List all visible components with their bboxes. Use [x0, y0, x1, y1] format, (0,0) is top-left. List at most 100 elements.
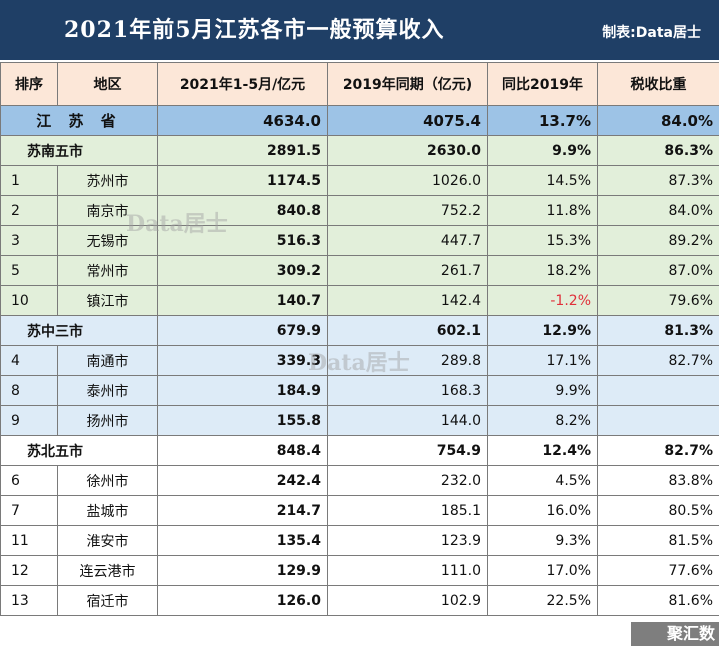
yoy-cell: 11.8%: [487, 195, 598, 226]
value-2021-cell: 184.9: [157, 375, 328, 406]
region-subtotal-row: 苏北五市 848.4 754.9 12.4% 82.7%: [0, 435, 719, 466]
table-row: 6 徐州市 242.4 232.0 4.5% 83.8%: [0, 465, 719, 496]
value-2021-cell: 4634.0: [157, 105, 328, 136]
table-row: 2 南京市 840.8 752.2 11.8% 84.0%: [0, 195, 719, 226]
value-2021-cell: 309.2: [157, 255, 328, 286]
value-2019-cell: 754.9: [327, 435, 488, 466]
table-row: 10 镇江市 140.7 142.4 -1.2% 79.6%: [0, 285, 719, 316]
value-2021-cell: 135.4: [157, 525, 328, 556]
value-2021-cell: 516.3: [157, 225, 328, 256]
tax-share-cell: 83.8%: [597, 465, 719, 496]
yoy-cell: 8.2%: [487, 405, 598, 436]
value-2019-cell: 142.4: [327, 285, 488, 316]
yoy-cell: 18.2%: [487, 255, 598, 286]
value-2021-cell: 1174.5: [157, 165, 328, 196]
table-header-row: 排序 地区 2021年1-5月/亿元 2019年同期（亿元) 同比2019年 税…: [0, 62, 719, 106]
col-header-region: 地区: [57, 62, 158, 106]
table-row: 13 宿迁市 126.0 102.9 22.5% 81.6%: [0, 585, 719, 616]
value-2021-cell: 242.4: [157, 465, 328, 496]
yoy-cell: 12.9%: [487, 315, 598, 346]
corner-watermark: 聚汇数: [631, 622, 719, 646]
value-2019-cell: 447.7: [327, 225, 488, 256]
yoy-cell: 4.5%: [487, 465, 598, 496]
region-name-cell: 苏南五市: [0, 135, 158, 166]
value-2021-cell: 214.7: [157, 495, 328, 526]
title-bar: 2021年前5月江苏各市一般预算收入 制表:Data居士: [0, 0, 719, 60]
region-cell: 盐城市: [57, 495, 158, 526]
region-cell: 南京市: [57, 195, 158, 226]
rank-cell: 2: [0, 195, 58, 226]
value-2019-cell: 111.0: [327, 555, 488, 586]
yoy-cell: 16.0%: [487, 495, 598, 526]
rank-cell: 8: [0, 375, 58, 406]
page-title: 2021年前5月江苏各市一般预算收入: [64, 17, 445, 43]
region-cell: 常州市: [57, 255, 158, 286]
region-cell: 镇江市: [57, 285, 158, 316]
value-2021-cell: 2891.5: [157, 135, 328, 166]
rank-cell: 5: [0, 255, 58, 286]
yoy-cell: 9.9%: [487, 135, 598, 166]
province-total-row: 江 苏 省 4634.0 4075.4 13.7% 84.0%: [0, 105, 719, 136]
region-subtotal-row: 苏南五市 2891.5 2630.0 9.9% 86.3%: [0, 135, 719, 166]
value-2019-cell: 752.2: [327, 195, 488, 226]
value-2019-cell: 289.8: [327, 345, 488, 376]
yoy-cell: 9.3%: [487, 525, 598, 556]
yoy-cell: 17.1%: [487, 345, 598, 376]
table-row: 1 苏州市 1174.5 1026.0 14.5% 87.3%: [0, 165, 719, 196]
value-2019-cell: 185.1: [327, 495, 488, 526]
value-2019-cell: 168.3: [327, 375, 488, 406]
rank-cell: 13: [0, 585, 58, 616]
value-2019-cell: 602.1: [327, 315, 488, 346]
value-2021-cell: 679.9: [157, 315, 328, 346]
yoy-cell: 12.4%: [487, 435, 598, 466]
region-name-cell: 江 苏 省: [0, 105, 158, 136]
tax-share-cell: 81.5%: [597, 525, 719, 556]
rank-cell: 7: [0, 495, 58, 526]
budget-revenue-table: 排序 地区 2021年1-5月/亿元 2019年同期（亿元) 同比2019年 税…: [0, 62, 719, 616]
value-2021-cell: 140.7: [157, 285, 328, 316]
value-2019-cell: 232.0: [327, 465, 488, 496]
region-cell: 淮安市: [57, 525, 158, 556]
col-header-rank: 排序: [0, 62, 58, 106]
tax-share-cell: 80.5%: [597, 495, 719, 526]
region-name-cell: 苏中三市: [0, 315, 158, 346]
tax-share-cell: 79.6%: [597, 285, 719, 316]
table-body: 江 苏 省 4634.0 4075.4 13.7% 84.0% 苏南五市 2891.5 263…: [0, 105, 719, 616]
col-header-2021: 2021年1-5月/亿元: [157, 62, 328, 106]
table-row: 4 南通市 339.3 289.8 17.1% 82.7%: [0, 345, 719, 376]
value-2019-cell: 102.9: [327, 585, 488, 616]
table-row: 8 泰州市 184.9 168.3 9.9%: [0, 375, 719, 406]
tax-share-cell: 87.3%: [597, 165, 719, 196]
tax-share-cell: 87.0%: [597, 255, 719, 286]
tax-share-cell: 82.7%: [597, 435, 719, 466]
yoy-cell: 13.7%: [487, 105, 598, 136]
value-2021-cell: 840.8: [157, 195, 328, 226]
region-cell: 徐州市: [57, 465, 158, 496]
table-row: 5 常州市 309.2 261.7 18.2% 87.0%: [0, 255, 719, 286]
tax-share-cell: 81.6%: [597, 585, 719, 616]
rank-cell: 10: [0, 285, 58, 316]
value-2019-cell: 2630.0: [327, 135, 488, 166]
rank-cell: 3: [0, 225, 58, 256]
maker-credit: 制表:Data居士: [602, 25, 701, 41]
region-cell: 南通市: [57, 345, 158, 376]
table-row: 7 盐城市 214.7 185.1 16.0% 80.5%: [0, 495, 719, 526]
table-row: 12 连云港市 129.9 111.0 17.0% 77.6%: [0, 555, 719, 586]
value-2019-cell: 123.9: [327, 525, 488, 556]
col-header-yoy: 同比2019年: [487, 62, 598, 106]
yoy-cell: 15.3%: [487, 225, 598, 256]
rank-cell: 11: [0, 525, 58, 556]
col-header-tax-share: 税收比重: [597, 62, 719, 106]
tax-share-cell: [597, 375, 719, 406]
yoy-cell: 22.5%: [487, 585, 598, 616]
rank-cell: 1: [0, 165, 58, 196]
table-row: 3 无锡市 516.3 447.7 15.3% 89.2%: [0, 225, 719, 256]
tax-share-cell: 84.0%: [597, 195, 719, 226]
tax-share-cell: 82.7%: [597, 345, 719, 376]
tax-share-cell: [597, 405, 719, 436]
value-2021-cell: 126.0: [157, 585, 328, 616]
region-name-cell: 苏北五市: [0, 435, 158, 466]
region-cell: 无锡市: [57, 225, 158, 256]
region-subtotal-row: 苏中三市 679.9 602.1 12.9% 81.3%: [0, 315, 719, 346]
value-2021-cell: 848.4: [157, 435, 328, 466]
